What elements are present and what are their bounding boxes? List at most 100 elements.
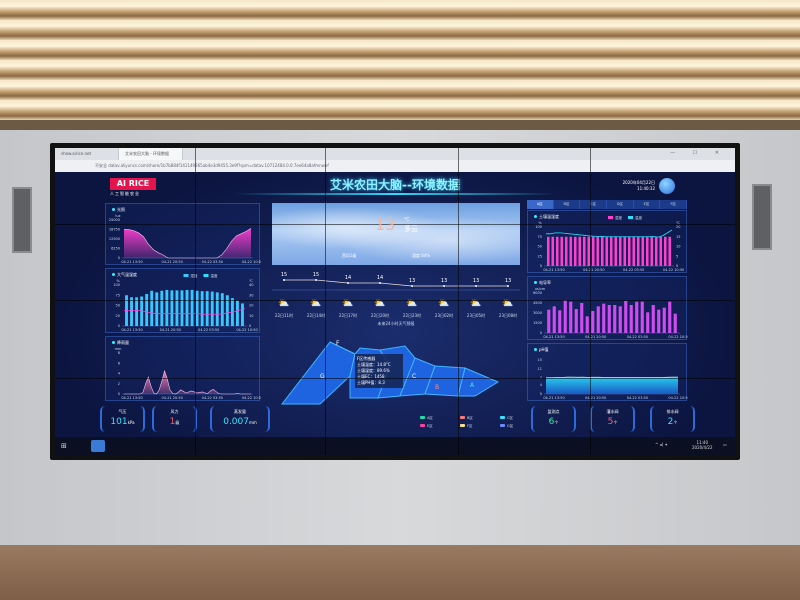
legend-item[interactable]: C区 <box>500 416 540 421</box>
zone-tabs: A区 B区 C区 D区 E区 F区 <box>527 200 688 209</box>
x-tick-label: 04-22 03:50 <box>202 260 223 264</box>
temp-point <box>379 282 381 284</box>
y-tick-label: 2 <box>118 382 120 386</box>
bar <box>175 290 179 326</box>
bar <box>596 236 600 266</box>
y-tick-label: 25 <box>538 254 542 258</box>
y-tick-label: 0 <box>540 264 542 268</box>
legend-label: E区 <box>427 424 433 428</box>
forecast-time: 23日05时 <box>466 313 486 318</box>
bar <box>640 301 644 333</box>
forecast-temp: 13 <box>440 278 448 284</box>
temp-point <box>475 285 477 287</box>
zone-label[interactable]: F <box>336 340 340 347</box>
page-title: 艾米农田大脑--环境数据 <box>330 178 460 192</box>
bar <box>185 289 189 326</box>
y2-tick-label: 0 <box>249 324 251 328</box>
bar <box>564 236 568 266</box>
y-tick-label: 18750 <box>109 228 120 232</box>
y2-tick-label: 5 <box>676 254 678 258</box>
bar <box>578 236 582 266</box>
taskbar: ⊞ ^ ◂) ✦ 11:40 2020/4/22 ▭ <box>55 437 735 455</box>
tab-zone[interactable]: B区 <box>554 200 581 209</box>
notification-icon[interactable]: ▭ <box>723 442 727 447</box>
windows-start-icon[interactable]: ⊞ <box>61 442 67 450</box>
tab-zone[interactable]: A区 <box>527 200 554 209</box>
x-tick-label: 04-22 03:50 <box>627 396 648 400</box>
series-line <box>546 229 673 238</box>
taskbar-clock[interactable]: 11:40 2020/4/22 <box>692 440 713 450</box>
x-tick-label: 04-21 13:50 <box>121 396 142 400</box>
forecast-temp: 14 <box>376 275 384 281</box>
legend-label: F区 <box>467 424 473 428</box>
legend-item[interactable]: B区 <box>460 416 500 421</box>
bar <box>663 236 667 266</box>
bar <box>569 236 573 266</box>
forecast-temp: 13 <box>408 278 416 284</box>
rain-chart: 0 2 4 6 8mm 04-21 13:50 04-21 20:50 04-22 03:50… <box>115 347 261 400</box>
browser-chrome: show.airice.net 艾米农田大脑 - 环境数据 不安全 datav.… <box>55 148 735 172</box>
bar <box>600 236 604 266</box>
series-line <box>124 369 251 395</box>
bar <box>632 236 636 266</box>
app-taskbar-icon[interactable] <box>91 440 105 452</box>
bar <box>613 305 617 333</box>
stat-label: 气压 <box>118 409 127 414</box>
y2-tick-label: 30 <box>249 293 253 297</box>
zone-label[interactable]: A <box>470 382 475 389</box>
wooden-floor <box>0 545 800 600</box>
bar <box>605 236 609 266</box>
x-tick-label: 04-21 13:50 <box>543 335 564 339</box>
y-tick-label: 8 <box>118 351 120 355</box>
bar <box>591 236 595 266</box>
tooltip-line: F区传感器 <box>357 356 376 361</box>
bar <box>596 306 600 333</box>
bar <box>165 289 169 326</box>
zone-label[interactable]: B <box>435 384 440 391</box>
bar <box>591 311 595 333</box>
tray-icons[interactable]: ^ ◂) ✦ <box>655 442 668 447</box>
wooden-ceiling <box>0 0 800 128</box>
logo-subtitle: 人工智能农业 <box>110 191 140 196</box>
panel-seam <box>195 148 196 455</box>
tab-zone[interactable]: F区 <box>660 200 688 209</box>
zone-label[interactable]: C <box>412 373 417 380</box>
url-bar[interactable]: datav.aliyuncs.com/share/1b7b884f1411492… <box>108 163 329 168</box>
temp-point <box>507 285 509 287</box>
browser-tab[interactable]: show.airice.net <box>55 148 119 160</box>
bar <box>558 310 562 333</box>
y-tick-label: 6000 <box>533 291 542 295</box>
bar <box>547 309 551 333</box>
window-controls[interactable]: — ☐ ✕ <box>670 150 727 156</box>
stat-value: 6 <box>548 417 555 427</box>
forecast-temp: 15 <box>280 272 288 278</box>
tab-zone[interactable]: D区 <box>607 200 634 209</box>
legend-item[interactable]: G区 <box>500 424 540 429</box>
x-tick-label: 04-22 10:50 <box>242 260 261 264</box>
stat-value: 5 <box>607 417 614 427</box>
forecast-time: 22日20时 <box>370 313 390 318</box>
forecast-time: 22日17时 <box>338 313 358 318</box>
bar <box>130 297 133 326</box>
dashboard-screen: show.airice.net 艾米农田大脑 - 环境数据 不安全 datav.… <box>55 148 735 455</box>
panel-title: 大气温湿度 <box>112 272 137 278</box>
stat-card: 排水阀 2个 <box>650 406 695 432</box>
zone-label[interactable]: G <box>320 373 325 380</box>
stat-label: 排水阀 <box>666 409 679 414</box>
tab-zone[interactable]: E区 <box>634 200 661 209</box>
bar <box>569 301 573 333</box>
tab-zone[interactable]: C区 <box>580 200 608 209</box>
browser-tab-active[interactable]: 艾米农田大脑 - 环境数据 <box>119 148 183 160</box>
stat-label: 监测点 <box>547 409 560 414</box>
bar <box>607 305 611 333</box>
partly-cloudy-icon: ⛅ <box>374 299 386 309</box>
bar <box>145 294 149 326</box>
legend-item[interactable]: A区 <box>420 416 460 421</box>
partly-cloudy-icon: ⛅ <box>310 299 322 309</box>
legend-item[interactable]: F区 <box>460 424 500 429</box>
weather-desc: 多云 <box>404 225 418 233</box>
stat-value: 101 <box>110 417 128 427</box>
y-tick-label: 50 <box>538 245 542 249</box>
legend-item[interactable]: E区 <box>420 424 460 429</box>
bar <box>662 307 666 333</box>
